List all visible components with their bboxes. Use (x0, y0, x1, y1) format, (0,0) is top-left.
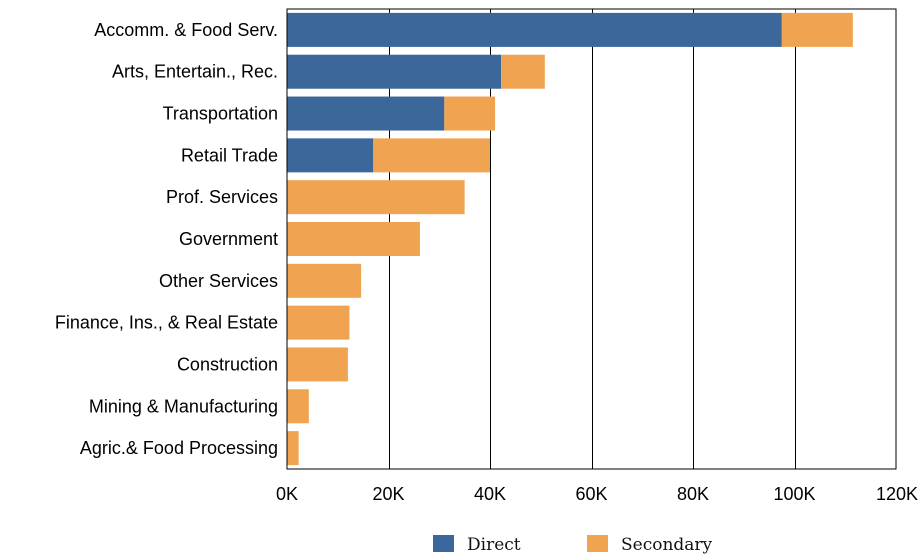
category-label: Accomm. & Food Serv. (94, 20, 278, 40)
bar-secondary-other-services (287, 263, 362, 298)
bar-direct-transportation (287, 96, 445, 131)
legend: Direct Secondary (433, 535, 713, 555)
bar-secondary-mining-manufacturing (287, 389, 309, 424)
legend-item-direct: Direct (433, 535, 521, 555)
category-label: Construction (177, 354, 278, 374)
x-tick-label: 20K (372, 484, 404, 504)
category-label: Finance, Ins., & Real Estate (55, 313, 278, 333)
legend-label-direct: Direct (467, 535, 521, 555)
x-axis-tick-labels: 0K 20K 40K 60K 80K 100K 120K (276, 484, 918, 504)
x-tick-label: 0K (276, 484, 298, 504)
category-label: Transportation (163, 104, 278, 124)
legend-label-secondary: Secondary (621, 535, 713, 555)
category-labels: Accomm. & Food Serv. Arts, Entertain., Re… (55, 20, 278, 458)
bar-secondary-transportation (444, 96, 496, 131)
bar-direct-accomm-food-serv (287, 12, 782, 47)
category-label: Government (179, 229, 278, 249)
bar-secondary-accomm-food-serv (781, 12, 853, 47)
bar-secondary-agric-food-processing (287, 431, 299, 466)
bar-secondary-construction (287, 347, 348, 382)
bar-direct-retail-trade (287, 138, 374, 173)
category-label: Agric.& Food Processing (80, 438, 278, 458)
x-tick-label: 80K (677, 484, 709, 504)
x-tick-label: 100K (773, 484, 815, 504)
category-label: Mining & Manufacturing (89, 396, 278, 416)
x-tick-label: 60K (575, 484, 607, 504)
category-label: Other Services (159, 271, 278, 291)
plot-area-frame (286, 8, 897, 470)
bar-secondary-government (287, 222, 420, 256)
bar-secondary-finance-ins-real-estate (287, 305, 350, 340)
legend-swatch-direct (433, 535, 454, 552)
legend-swatch-secondary (587, 535, 608, 552)
category-label: Prof. Services (166, 187, 278, 207)
legend-item-secondary: Secondary (587, 535, 713, 555)
bars (287, 12, 853, 466)
bar-secondary-retail-trade (373, 138, 490, 173)
bar-secondary-arts-entertain-rec (501, 54, 545, 89)
category-label: Retail Trade (181, 145, 278, 165)
bar-direct-arts-entertain-rec (287, 54, 502, 89)
x-tick-label: 40K (474, 484, 506, 504)
x-tick-label: 120K (876, 484, 918, 504)
category-label: Arts, Entertain., Rec. (112, 62, 278, 82)
bar-secondary-prof-services (287, 180, 465, 215)
